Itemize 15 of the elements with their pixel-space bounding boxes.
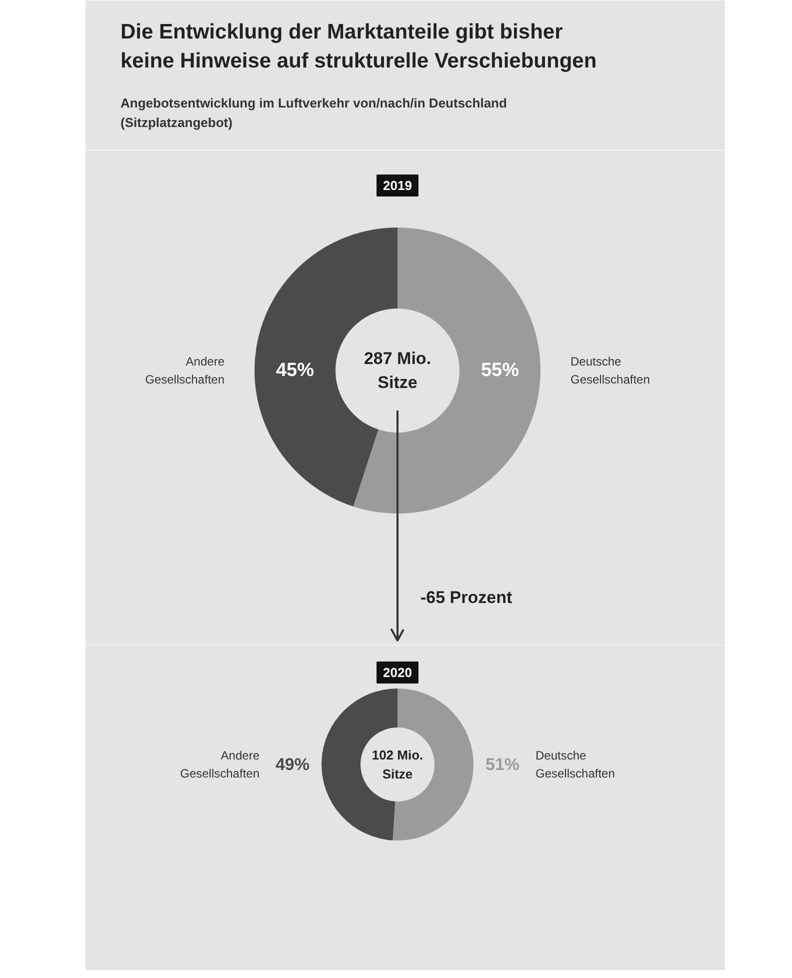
- text: Angebotsentwicklung im Luftverkehr von/nach/in Deutschland (Sitzplatzangebot): [120, 96, 507, 130]
- data-label: 51%: [486, 755, 520, 774]
- slice-label: Andere Gesellschaften: [180, 748, 260, 781]
- data-label: 45%: [276, 360, 314, 381]
- text: -65 Prozent: [420, 588, 512, 607]
- text: Die Entwicklung der Marktanteile gibt bisher keine Hinweise auf strukturelle Verschiebungen: [120, 20, 597, 72]
- data-label: 49%: [275, 755, 310, 774]
- text: 287 Mio. Sitze: [364, 349, 432, 392]
- slice-label: Deutsche Gesellschaften: [536, 748, 615, 781]
- slice-label: Andere Gesellschaften: [145, 354, 225, 387]
- text: 102 Mio. Sitze: [372, 748, 424, 782]
- slice-label: Deutsche Gesellschaften: [570, 354, 650, 387]
- chart-title: 2019: [383, 178, 412, 193]
- data-label: 55%: [480, 360, 520, 381]
- chart-title: 2020: [383, 665, 412, 680]
